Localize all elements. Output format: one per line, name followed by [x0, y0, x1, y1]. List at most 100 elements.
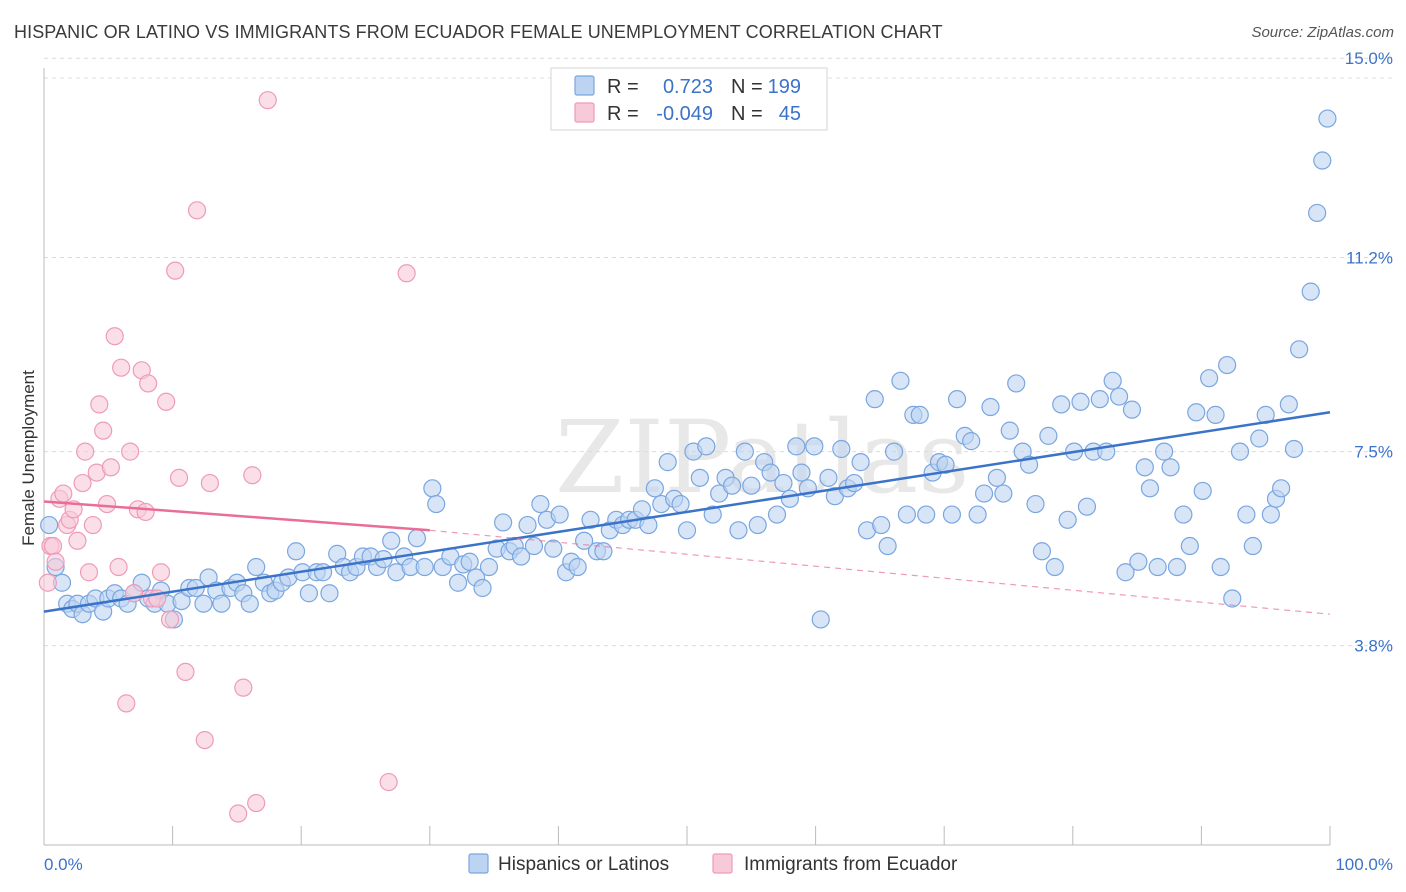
point-hispanic-145 [981, 397, 1000, 417]
point-hispanic-167 [1122, 400, 1142, 419]
point-hispanic-106 [729, 521, 748, 540]
legend-r-label-2: R = [607, 103, 639, 125]
point-hispanic-93 [645, 479, 664, 498]
point-hispanic-183 [1223, 589, 1242, 608]
point-ecuador-10 [73, 473, 92, 493]
correlation-legend: R = 0.723 N = 199 R = -0.049 N = 45 [550, 67, 828, 131]
point-hispanic-184 [1230, 442, 1250, 461]
point-hispanic-170 [1140, 479, 1160, 498]
point-hispanic-172 [1155, 442, 1174, 461]
point-hispanic-147 [994, 484, 1013, 503]
point-hispanic-192 [1279, 395, 1298, 414]
point-hispanic-171 [1148, 557, 1167, 577]
trend-lines [43, 411, 1331, 615]
point-ecuador-43 [247, 793, 266, 813]
point-hispanic-120 [819, 468, 838, 487]
point-ecuador-12 [79, 563, 99, 582]
point-hispanic-119 [811, 610, 830, 629]
point-hispanic-73 [518, 515, 537, 535]
point-hispanic-157 [1058, 510, 1077, 529]
point-ecuador-32 [157, 392, 176, 411]
point-hispanic-57 [415, 557, 434, 577]
legend-r-value-1: 0.723 [663, 76, 713, 98]
point-ecuador-39 [200, 473, 219, 493]
point-ecuador-33 [160, 610, 180, 629]
legend-n-value-1: 199 [768, 76, 801, 98]
y-axis-label: Female Unemployment [19, 370, 38, 546]
point-hispanic-180 [1206, 405, 1225, 424]
point-hispanic-181 [1211, 557, 1230, 577]
point-hispanic-153 [1032, 542, 1052, 561]
point-hispanic-116 [792, 463, 811, 482]
legend-box [550, 67, 828, 131]
point-ecuador-38 [195, 730, 214, 750]
point-hispanic-109 [748, 515, 767, 535]
point-hispanic-75 [531, 494, 550, 514]
point-ecuador-40 [229, 804, 248, 823]
point-hispanic-187 [1250, 429, 1269, 448]
legend-r-value-2: -0.049 [656, 103, 713, 125]
point-hispanic-95 [658, 453, 677, 472]
point-ecuador-37 [187, 201, 207, 220]
point-hispanic-64 [460, 552, 479, 571]
point-ecuador-13 [83, 515, 102, 535]
point-hispanic-131 [891, 371, 910, 390]
point-ecuador-20 [109, 557, 128, 577]
bottom-legend-label-pink: Immigrants from Ecuador [744, 854, 958, 875]
point-hispanic-100 [690, 468, 709, 487]
point-hispanic-43 [320, 584, 339, 603]
y-tick-label-2: 11.2% [1346, 249, 1393, 268]
point-hispanic-52 [382, 531, 401, 550]
point-hispanic-115 [787, 437, 806, 456]
legend-swatch-pink [574, 102, 595, 123]
point-ecuador-0 [38, 573, 57, 592]
point-hispanic-143 [968, 505, 987, 524]
point-hispanic-92 [639, 515, 658, 535]
point-hispanic-146 [987, 468, 1007, 487]
point-ecuador-15 [90, 395, 109, 414]
y-tick-label-3: 15.0% [1345, 49, 1393, 68]
point-ecuador-45 [379, 772, 398, 792]
point-hispanic-156 [1052, 395, 1071, 414]
trend-line-ecuador-extension [429, 529, 1331, 615]
point-hispanic-179 [1200, 369, 1219, 388]
point-hispanic-122 [832, 439, 851, 459]
point-hispanic-102 [703, 505, 722, 524]
point-ecuador-2 [43, 536, 63, 556]
point-hispanic-164 [1103, 371, 1122, 390]
legend-n-value-2: 45 [779, 103, 801, 125]
point-hispanic-169 [1135, 458, 1154, 477]
point-hispanic-112 [767, 505, 787, 524]
point-hispanic-113 [774, 473, 793, 493]
point-hispanic-124 [845, 473, 864, 493]
point-hispanic-139 [942, 505, 962, 524]
y-tick-labels: 3.8% 7.5% 11.2% 15.0% [1345, 49, 1393, 655]
point-ecuador-28 [139, 374, 158, 393]
point-hispanic-129 [878, 536, 897, 556]
point-hispanic-196 [1308, 203, 1327, 223]
point-hispanic-111 [761, 463, 780, 482]
point-hispanic-0 [40, 515, 59, 535]
y-tick-label-0: 3.8% [1354, 637, 1393, 656]
point-hispanic-97 [671, 494, 690, 514]
legend-r-label-1: R = [607, 76, 639, 98]
legend-n-label-1: N = [731, 76, 763, 98]
point-hispanic-125 [851, 453, 870, 472]
point-ecuador-27 [136, 502, 155, 522]
y-tick-label-1: 7.5% [1354, 443, 1393, 462]
point-ecuador-42 [243, 466, 262, 485]
point-hispanic-31 [240, 594, 259, 613]
point-hispanic-168 [1129, 552, 1148, 571]
point-ecuador-46 [397, 264, 416, 283]
point-hispanic-132 [897, 505, 917, 524]
point-hispanic-91 [632, 500, 652, 519]
point-ecuador-5 [54, 484, 73, 503]
point-hispanic-130 [884, 442, 904, 461]
point-ecuador-31 [151, 563, 171, 582]
series-hispanics-points [40, 109, 1337, 629]
point-hispanic-185 [1237, 505, 1256, 524]
point-ecuador-19 [105, 327, 124, 346]
point-ecuador-36 [176, 662, 195, 682]
trend-line-ecuador [43, 500, 430, 532]
